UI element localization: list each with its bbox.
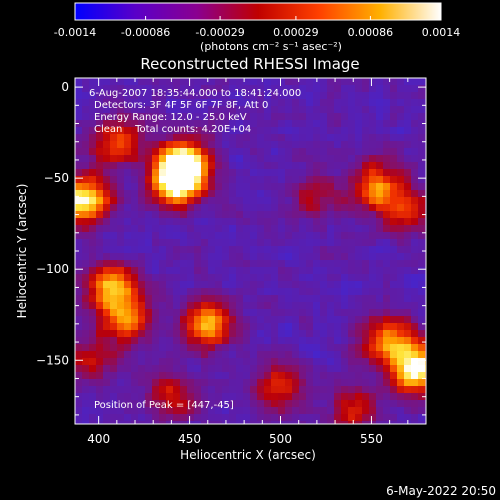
y-tick-label: 0 — [61, 80, 69, 94]
colorbar-tick-label: -0.00029 — [195, 26, 244, 39]
x-tick-label: 550 — [360, 432, 383, 446]
y-axis-label: Heliocentric Y (arcsec) — [15, 184, 29, 319]
chart-title: Reconstructed RHESSI Image — [140, 55, 359, 73]
colorbar-tick-label: -0.00086 — [121, 26, 170, 39]
annotation-detectors: Detectors: 3F 4F 5F 6F 7F 8F, Att 0 — [94, 100, 268, 111]
x-tick-label: 450 — [178, 432, 201, 446]
axis-ticks: 400 450 500 550 0 −50 −100 −150 — [36, 78, 426, 446]
x-tick-label: 500 — [269, 432, 292, 446]
colorbar: -0.0014 -0.00086 -0.00029 0.00029 0.00086 0.0… — [54, 2, 460, 53]
footer-timestamp: 6-May-2022 20:50 — [386, 484, 496, 498]
colorbar-tick-label: 0.00086 — [348, 26, 394, 39]
colorbar-tick-label: -0.0014 — [54, 26, 96, 39]
x-axis-label: Heliocentric X (arcsec) — [180, 448, 316, 462]
y-tick-label: −150 — [36, 353, 69, 367]
heatmap-image — [75, 78, 426, 424]
y-tick-label: −50 — [44, 171, 69, 185]
colorbar-tick-label: 0.0014 — [422, 26, 461, 39]
colorbar-ticks: -0.0014 -0.00086 -0.00029 0.00029 0.00086 0.0… — [54, 16, 460, 39]
annotation-clean: Clean Total counts: 4.20E+04 — [94, 124, 251, 135]
annotation-block: 6-Aug-2007 18:35:44.000 to 18:41:24.000 … — [89, 88, 301, 135]
colorbar-unit-label: (photons cm⁻² s⁻¹ asec⁻²) — [200, 40, 342, 53]
annotation-energy: Energy Range: 12.0 - 25.0 keV — [94, 112, 247, 123]
annotation-time: 6-Aug-2007 18:35:44.000 to 18:41:24.000 — [89, 88, 301, 99]
x-tick-label: 400 — [87, 432, 110, 446]
y-tick-label: −100 — [36, 262, 69, 276]
colorbar-gradient — [74, 2, 442, 21]
peak-position-label: Position of Peak = [447,-45] — [94, 400, 234, 411]
colorbar-tick-label: 0.00029 — [273, 26, 319, 39]
